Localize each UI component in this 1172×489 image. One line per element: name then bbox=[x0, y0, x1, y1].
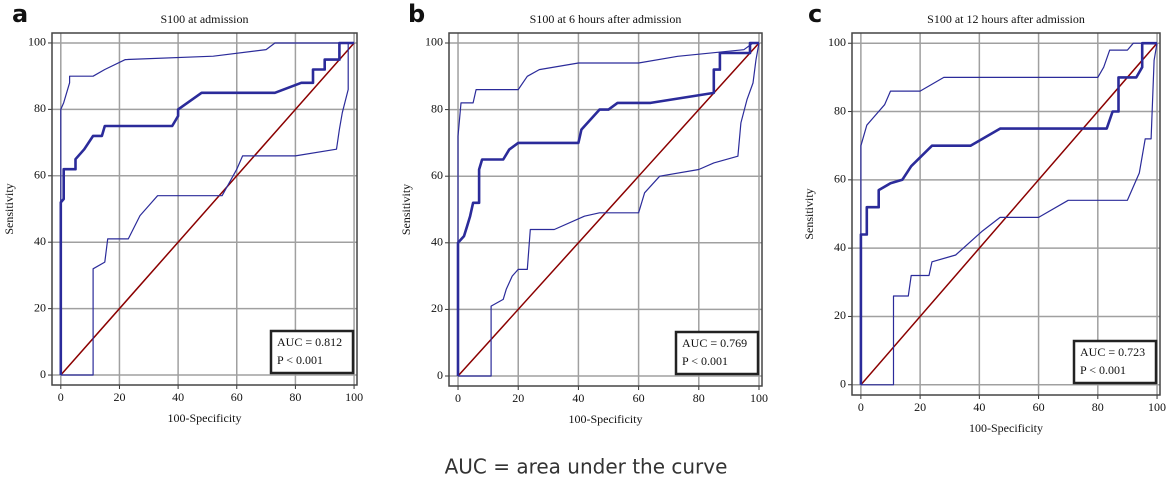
auc-box bbox=[269, 329, 355, 375]
y-tick-label: 40 bbox=[834, 240, 846, 254]
y-tick-label: 0 bbox=[40, 367, 46, 381]
y-tick-label: 40 bbox=[34, 234, 46, 248]
roc-line bbox=[60, 42, 355, 376]
panel-label: a bbox=[12, 0, 28, 28]
y-tick-label: 80 bbox=[431, 101, 443, 115]
x-tick-label: 100 bbox=[345, 390, 363, 404]
x-tick-label: 20 bbox=[113, 390, 125, 404]
chart-panel: 0 20 40 60 80 100 0 20 40 60 80 100 AUC = 0.723 P < 0… bbox=[802, 0, 1166, 435]
x-tick-label: 20 bbox=[512, 391, 524, 405]
x-axis-label: 100-Specificity bbox=[168, 411, 242, 425]
roc-line bbox=[860, 42, 1157, 385]
y-tick-label: 0 bbox=[437, 368, 443, 382]
x-tick-label: 100 bbox=[750, 391, 768, 405]
roc-line bbox=[458, 42, 760, 377]
x-tick-label: 40 bbox=[572, 391, 584, 405]
chart-panel: 0 20 40 60 80 100 0 20 40 60 80 100 AUC = 0.769 P < 0… bbox=[399, 0, 768, 426]
y-axis-label: Sensitivity bbox=[802, 188, 816, 239]
x-axis-label: 100-Specificity bbox=[569, 412, 643, 426]
x-axis-label: 100-Specificity bbox=[969, 421, 1043, 435]
roc-line bbox=[456, 41, 759, 376]
roc-line bbox=[60, 42, 355, 375]
roc-line bbox=[859, 41, 1157, 385]
chart-panel: 0 20 40 60 80 100 0 20 40 60 80 100 AUC = 0.812 P < 0… bbox=[2, 0, 363, 425]
auc-box bbox=[674, 330, 760, 376]
x-tick-label: 0 bbox=[58, 390, 64, 404]
auc-box bbox=[1072, 339, 1158, 385]
x-tick-label: 40 bbox=[172, 390, 184, 404]
y-tick-label: 20 bbox=[431, 301, 443, 315]
x-tick-label: 80 bbox=[1092, 400, 1104, 414]
x-tick-label: 60 bbox=[633, 391, 645, 405]
y-tick-label: 0 bbox=[840, 377, 846, 391]
y-tick-label: 60 bbox=[834, 172, 846, 186]
y-tick-label: 80 bbox=[834, 103, 846, 117]
auc-text: P < 0.001 bbox=[682, 354, 728, 368]
roc-line bbox=[860, 43, 1158, 386]
auc-text: P < 0.001 bbox=[1080, 363, 1126, 377]
auc-text: AUC = 0.812 bbox=[277, 335, 342, 349]
footnote: AUC = area under the curve bbox=[445, 455, 728, 479]
x-tick-label: 100 bbox=[1148, 400, 1166, 414]
x-tick-label: 0 bbox=[455, 391, 461, 405]
y-axis-label: Sensitivity bbox=[2, 183, 16, 234]
y-tick-label: 100 bbox=[28, 35, 46, 49]
x-tick-label: 80 bbox=[693, 391, 705, 405]
roc-line bbox=[860, 42, 1158, 386]
x-tick-label: 40 bbox=[973, 400, 985, 414]
roc-line bbox=[59, 41, 355, 375]
x-tick-label: 60 bbox=[1033, 400, 1045, 414]
plot-frame bbox=[851, 32, 1161, 396]
y-tick-label: 100 bbox=[828, 35, 846, 49]
x-tick-label: 0 bbox=[858, 400, 864, 414]
y-tick-label: 60 bbox=[34, 168, 46, 182]
roc-line bbox=[60, 42, 355, 376]
chart-title: S100 at 6 hours after admission bbox=[530, 12, 682, 26]
y-tick-label: 40 bbox=[431, 235, 443, 249]
chart-title: S100 at 12 hours after admission bbox=[927, 12, 1085, 26]
panel-label: c bbox=[808, 0, 822, 28]
x-tick-label: 20 bbox=[914, 400, 926, 414]
panel-label: b bbox=[408, 0, 425, 28]
y-tick-label: 100 bbox=[425, 35, 443, 49]
roc-line bbox=[457, 42, 759, 376]
chart-title: S100 at admission bbox=[160, 12, 248, 26]
x-tick-label: 60 bbox=[231, 390, 243, 404]
roc-line bbox=[457, 42, 760, 377]
y-tick-label: 60 bbox=[431, 168, 443, 182]
auc-text: AUC = 0.769 bbox=[682, 336, 747, 350]
x-tick-label: 80 bbox=[289, 390, 301, 404]
auc-text: AUC = 0.723 bbox=[1080, 345, 1145, 359]
y-tick-label: 20 bbox=[834, 308, 846, 322]
plot-frame bbox=[448, 32, 763, 387]
y-axis-label: Sensitivity bbox=[399, 184, 413, 235]
auc-text: P < 0.001 bbox=[277, 353, 323, 367]
y-tick-label: 20 bbox=[34, 300, 46, 314]
y-tick-label: 80 bbox=[34, 101, 46, 115]
plot-frame bbox=[51, 32, 358, 386]
